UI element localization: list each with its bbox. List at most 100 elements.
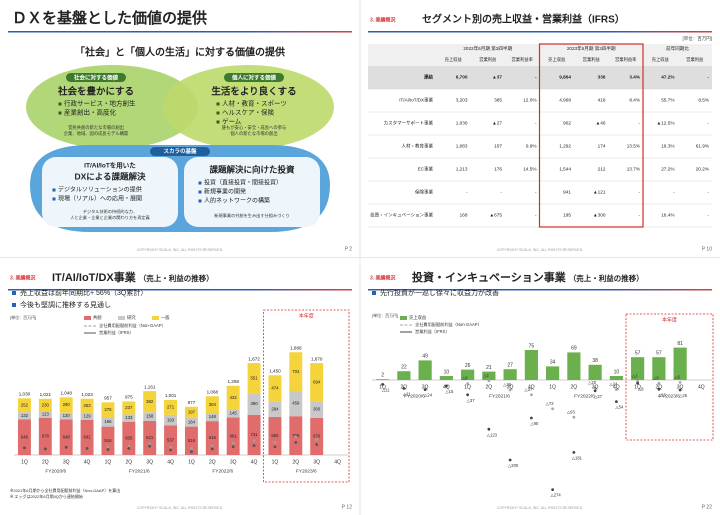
x-tick-label: 3Q (422, 384, 429, 390)
bullet (58, 111, 62, 115)
base-note: デジタル技術の持続的な力、 (83, 208, 137, 215)
line-marker (593, 386, 597, 390)
table-cell: - (707, 213, 709, 218)
x-tick-label: 2Q (571, 384, 578, 390)
segment-label: 516 (104, 438, 112, 443)
line-marker (636, 379, 640, 383)
value-note: 個人の新たな市場の創出 (230, 130, 277, 137)
bar (673, 347, 687, 380)
table-cell: ▲37 (492, 75, 502, 80)
current-year-box (625, 313, 714, 441)
bar (205, 421, 219, 455)
line-marker (487, 427, 491, 431)
line-marker (43, 447, 47, 451)
bar (226, 409, 240, 418)
line-marker (169, 448, 172, 452)
table-cell: 168 (460, 213, 468, 218)
segment-label: 516 (188, 438, 196, 443)
bar-label: 57 (656, 351, 662, 357)
line-label: △2 (483, 373, 489, 378)
bar (588, 364, 602, 380)
segment-label: 230 (42, 402, 50, 407)
bullet (12, 291, 16, 295)
table-cell: 8.5% (698, 98, 709, 103)
table-cell: - (707, 75, 709, 80)
table-cell: ▲12.5% (657, 121, 675, 126)
table-cell: 336 (598, 75, 606, 80)
segment-label: 551 (250, 375, 258, 380)
bullet (58, 102, 62, 106)
value-item: 人材・教育・スポーツ (222, 99, 287, 108)
line-marker (190, 450, 193, 454)
segment-label: 390 (250, 401, 258, 406)
group-label: FY2020/6 (404, 393, 425, 399)
bar (567, 352, 581, 380)
table-cell: 47.2% (661, 75, 675, 80)
bar (59, 419, 73, 455)
bar (482, 371, 496, 380)
base-heading: 課題解決に向けた投資 (209, 164, 295, 174)
table-cell: - (535, 213, 537, 218)
bar (289, 390, 303, 417)
value-heading: 生活をより良くする (211, 86, 296, 98)
line-marker (169, 445, 172, 449)
x-tick-label: 1Q (634, 384, 641, 390)
line-label: △9 (462, 376, 468, 381)
line-marker (64, 445, 68, 449)
table-cell: - (500, 190, 502, 195)
bar (17, 412, 31, 420)
line-marker (551, 488, 555, 491)
title-underline (8, 289, 352, 291)
table-subheader: 営業利益 (583, 56, 601, 63)
bar (122, 414, 136, 422)
table-cell: 4,968 (559, 98, 571, 103)
line-marker (466, 382, 470, 385)
x-tick-label: 2Q (486, 384, 493, 390)
table-row-name: EC事業 (418, 166, 434, 173)
line-label: △6 (674, 375, 680, 380)
table-group: 2022年6月期 第3四半期 (463, 45, 512, 52)
bar (546, 366, 560, 380)
label-pill (66, 73, 126, 82)
line-label: △37 (467, 398, 476, 403)
line-marker (148, 444, 152, 448)
segment-label: 120 (63, 413, 71, 418)
line-label: △25 (679, 393, 688, 398)
legend-label: 研究 (127, 314, 136, 321)
segment-label: 641 (83, 435, 91, 440)
segment-label: 678 (42, 433, 50, 438)
x-tick-label: 4Q (84, 459, 91, 465)
x-tick-label: 1Q (21, 459, 28, 465)
table-cell: 9.9% (526, 144, 537, 149)
bar (439, 376, 453, 380)
bar (609, 376, 623, 380)
x-tick-label: 3Q (230, 459, 237, 465)
table-row-name: 投資・インキュベーション事業 (370, 212, 433, 219)
slide-title: IT/AI/IoT/DX事業 (52, 270, 137, 284)
segment-label: 382 (146, 399, 154, 404)
table-cell: ▲27 (492, 121, 502, 126)
line-marker (678, 381, 682, 384)
total-label: 1,001 (165, 393, 177, 398)
current-year-box (263, 309, 350, 483)
segment-label: 133 (125, 415, 133, 420)
bar (205, 396, 219, 413)
copyright: COPYRIGHT SCALA, INC. ALL RIGHTS RESERVE… (497, 506, 584, 510)
table-cell: 941 (563, 190, 571, 195)
bar (122, 421, 136, 455)
line-marker (529, 393, 533, 397)
line-marker (231, 441, 235, 445)
bar (268, 401, 282, 417)
bar (397, 371, 411, 380)
line-label: △8 (653, 375, 659, 380)
x-tick-label: 4Q (528, 384, 535, 390)
table-cell: 13.7% (627, 167, 640, 172)
x-tick-label: 1Q (272, 459, 279, 465)
group-label: FY2023/6 (659, 393, 680, 399)
x-tick-label: 1Q (105, 459, 112, 465)
segment-label: 459 (292, 401, 300, 406)
bar (101, 417, 115, 427)
bar-label: 69 (571, 346, 577, 352)
segment-label: 731 (250, 432, 258, 437)
group-label: FY2021/6 (129, 468, 150, 474)
